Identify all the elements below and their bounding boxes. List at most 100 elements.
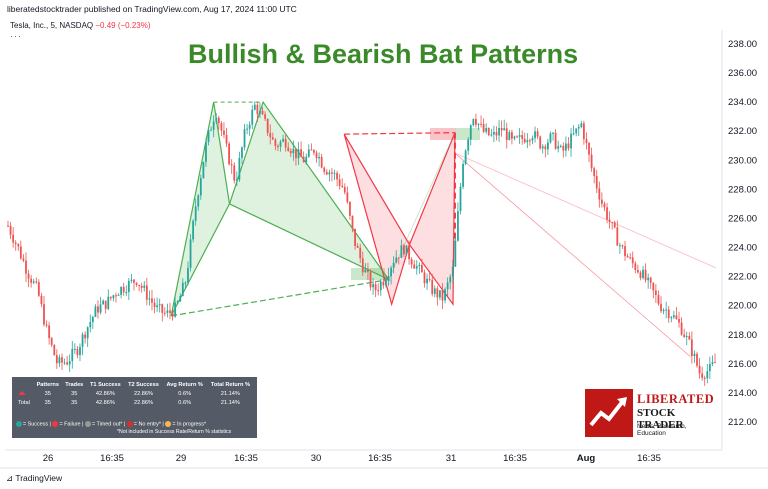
candle-body bbox=[73, 348, 76, 350]
candle-body bbox=[685, 335, 688, 337]
candle-body bbox=[264, 114, 266, 119]
candle-body bbox=[187, 267, 189, 283]
more-menu-icon[interactable]: ··· bbox=[10, 31, 22, 41]
candle-body bbox=[426, 278, 428, 284]
candle-body bbox=[66, 362, 69, 365]
tradingview-footer[interactable]: ⊿ TradingView bbox=[6, 473, 62, 484]
candle-body bbox=[572, 133, 575, 135]
candle-body bbox=[701, 373, 704, 378]
candle-body bbox=[678, 318, 680, 323]
candle-body bbox=[418, 264, 421, 267]
candle-body bbox=[639, 272, 642, 279]
candle-body bbox=[662, 309, 665, 312]
y-tick-label: 218.00 bbox=[728, 330, 757, 341]
candle-body bbox=[446, 282, 449, 290]
candle-body bbox=[354, 228, 356, 247]
stats-cell: 35 bbox=[71, 391, 78, 397]
candle-body bbox=[480, 123, 482, 125]
stats-cell: 21.14% bbox=[220, 391, 240, 397]
candle-body bbox=[50, 338, 53, 345]
candle-body bbox=[631, 257, 634, 264]
candle-body bbox=[320, 156, 323, 168]
candle-body bbox=[570, 133, 572, 149]
pattern-stats-table: Patterns Trades T1 Success T2 Success Av… bbox=[12, 377, 257, 438]
candle-body bbox=[241, 147, 243, 158]
candle-body bbox=[158, 304, 161, 306]
candle-body bbox=[415, 266, 418, 269]
candle-body bbox=[53, 344, 56, 356]
candle-body bbox=[179, 296, 182, 302]
x-tick-label: Aug bbox=[577, 453, 596, 464]
candle-body bbox=[585, 139, 588, 144]
candle-body bbox=[261, 110, 264, 115]
candle-body bbox=[567, 143, 570, 149]
candle-body bbox=[287, 147, 290, 151]
candle-body bbox=[102, 300, 105, 305]
candle-body bbox=[421, 264, 423, 273]
candle-body bbox=[318, 156, 320, 159]
candle-body bbox=[135, 282, 138, 285]
candle-body bbox=[351, 215, 354, 229]
candle-body bbox=[300, 149, 302, 157]
x-tick-label: 16:35 bbox=[637, 453, 661, 464]
candle-body bbox=[14, 242, 17, 244]
candle-body bbox=[99, 304, 102, 313]
candle-body bbox=[629, 257, 632, 259]
bearish-xd-line bbox=[344, 132, 455, 135]
candle-body bbox=[22, 258, 25, 261]
candle-body bbox=[194, 206, 197, 221]
x-tick-label: 30 bbox=[311, 453, 322, 464]
candle-body bbox=[205, 141, 207, 162]
candle-body bbox=[246, 128, 248, 130]
candle-body bbox=[544, 146, 547, 150]
candle-body bbox=[169, 310, 171, 313]
candle-body bbox=[61, 357, 63, 363]
legend-noentry: = No entry* bbox=[133, 421, 161, 428]
candle-body bbox=[647, 277, 650, 281]
candle-body bbox=[436, 288, 439, 298]
candle-body bbox=[346, 192, 349, 203]
candle-body bbox=[133, 279, 135, 283]
candle-body bbox=[541, 146, 544, 149]
candle-body bbox=[37, 282, 40, 296]
candle-body bbox=[696, 353, 698, 366]
candle-body bbox=[377, 290, 380, 292]
candle-body bbox=[372, 284, 374, 288]
candle-body bbox=[171, 312, 174, 317]
candle-body bbox=[27, 273, 30, 279]
candle-body bbox=[269, 132, 272, 138]
candle-body bbox=[582, 123, 585, 140]
candle-body bbox=[618, 245, 621, 247]
candle-body bbox=[55, 355, 58, 364]
x-tick-label: 26 bbox=[43, 453, 54, 464]
candle-body bbox=[289, 150, 292, 154]
candle-body bbox=[228, 143, 231, 165]
candle-body bbox=[649, 277, 652, 283]
candle-body bbox=[30, 278, 33, 283]
logo-line2: STOCK TRADER bbox=[637, 407, 684, 431]
candle-body bbox=[349, 202, 351, 216]
candle-body bbox=[120, 286, 123, 295]
bullish-xd-line bbox=[171, 278, 389, 317]
candle-body bbox=[672, 315, 675, 318]
candle-body bbox=[549, 133, 552, 143]
candle-body bbox=[302, 156, 305, 163]
candle-body bbox=[151, 298, 153, 303]
candle-body bbox=[624, 246, 626, 257]
candle-body bbox=[359, 247, 362, 259]
candle-body bbox=[336, 172, 338, 180]
stats-col: Trades bbox=[65, 382, 84, 388]
candle-body bbox=[431, 279, 434, 294]
candle-body bbox=[564, 143, 567, 151]
candle-body bbox=[703, 377, 706, 379]
candle-body bbox=[433, 288, 436, 294]
y-tick-label: 236.00 bbox=[728, 68, 757, 79]
stats-cell: Total bbox=[18, 400, 30, 406]
candle-body bbox=[469, 125, 472, 140]
candle-body bbox=[259, 110, 261, 114]
candle-body bbox=[667, 309, 670, 319]
y-tick-label: 224.00 bbox=[728, 243, 757, 254]
candle-body bbox=[670, 317, 673, 319]
y-tick-label: 234.00 bbox=[728, 97, 757, 108]
